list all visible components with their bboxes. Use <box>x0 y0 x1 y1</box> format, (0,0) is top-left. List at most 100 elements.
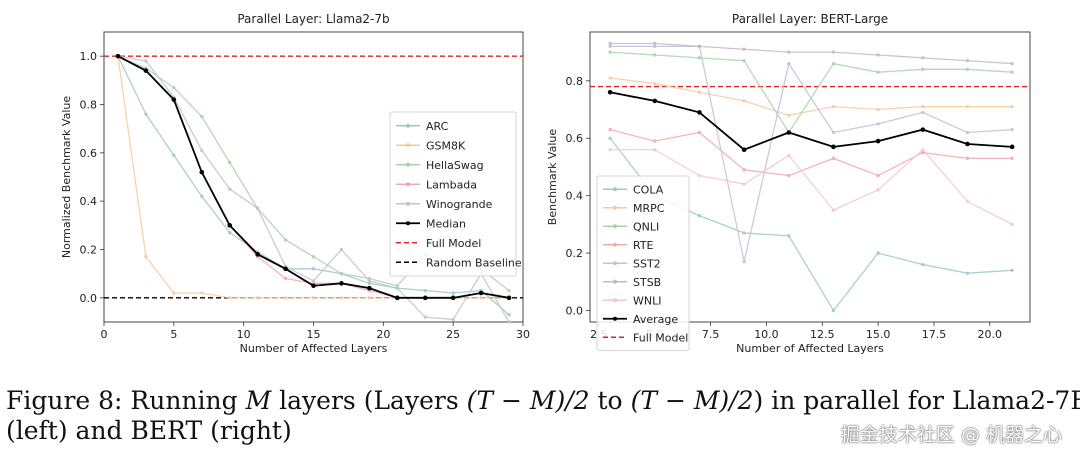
x-tick-label: 5 <box>170 328 177 341</box>
data-point-median <box>311 283 316 289</box>
data-point-wnli <box>831 208 836 212</box>
data-point-average <box>875 138 881 144</box>
legend-label-cola: COLA <box>633 183 664 196</box>
x-tick-label: 17.5 <box>922 328 947 341</box>
data-point-lambada <box>283 276 288 281</box>
data-point-rte <box>1010 156 1014 161</box>
legend-label-gsm8k: GSM8K <box>426 139 466 152</box>
data-point-mrpc <box>742 99 746 103</box>
data-point-mrpc <box>608 76 612 80</box>
legend-box <box>596 175 690 351</box>
data-point-rte <box>742 168 746 172</box>
y-axis-label: Benchmark Value <box>546 129 559 226</box>
y-tick-label: 0.0 <box>80 292 98 305</box>
data-point-hellaswag <box>311 255 316 259</box>
data-point-average <box>652 98 658 104</box>
series-line-rte <box>609 128 1013 177</box>
data-point-qnli <box>653 53 657 57</box>
data-point-winogrande <box>423 315 427 319</box>
x-tick-label: 15.0 <box>866 328 891 341</box>
data-point-cola <box>697 214 702 218</box>
data-point-gsm8k <box>172 291 176 295</box>
x-tick-label: 20 <box>376 328 390 341</box>
data-point-wnli <box>876 188 880 192</box>
data-point-qnli <box>697 56 702 60</box>
data-point-cola <box>876 251 880 255</box>
data-point-mrpc <box>787 113 791 117</box>
legend-marker-wnli <box>613 298 617 303</box>
legend-label-mrpc: MRPC <box>633 202 665 215</box>
data-point-hellaswag <box>339 271 344 276</box>
data-point-wnli <box>742 182 746 186</box>
data-point-arc <box>144 112 148 116</box>
data-point-median <box>450 295 456 301</box>
legend-label-lambada: Lambada <box>426 178 477 191</box>
legend-marker-hellaswag <box>406 162 410 167</box>
legend-marker-mrpc <box>613 205 617 210</box>
data-point-stsb <box>697 44 702 49</box>
x-tick-label: 0 <box>101 328 108 341</box>
data-point-arc <box>367 281 372 286</box>
data-point-gsm8k <box>255 296 260 300</box>
legend-marker-lambada <box>406 182 410 187</box>
y-tick-label: 0.0 <box>566 305 584 318</box>
data-point-stsb <box>965 59 970 63</box>
data-point-median <box>506 295 512 301</box>
data-point-mrpc <box>1010 104 1014 109</box>
data-point-gsm8k <box>339 296 344 300</box>
data-point-median <box>171 97 177 102</box>
legend-marker-arc <box>406 123 410 128</box>
data-point-mrpc <box>831 104 836 109</box>
legend-label-full-model: Full Model <box>633 331 688 344</box>
data-point-winogrande <box>311 279 316 283</box>
x-tick-label: 10 <box>237 328 251 341</box>
legend-marker-winogrande <box>406 201 410 206</box>
legend: COLA MRPC QNLI RTE SST2 STSB WNLI Average Full M… <box>596 175 690 351</box>
data-point-arc <box>172 153 176 157</box>
data-point-average <box>607 89 613 95</box>
legend-label-rte: RTE <box>633 239 654 252</box>
legend: ARC GSM8K HellaSwag Lambada Winogrande Median… <box>389 111 522 277</box>
legend-marker-stsb <box>613 279 617 284</box>
data-point-sst2 <box>831 130 836 135</box>
data-point-stsb <box>1010 61 1014 66</box>
data-point-hellaswag <box>395 284 399 288</box>
y-tick-label: 0.8 <box>566 75 584 88</box>
data-point-median <box>255 252 260 257</box>
data-point-stsb <box>742 47 746 51</box>
data-point-arc <box>423 288 427 293</box>
y-tick-label: 0.2 <box>566 247 584 260</box>
data-point-cola <box>742 231 746 235</box>
caption-expr2: (T − M)/2 <box>630 386 754 415</box>
data-point-cola <box>1010 268 1014 273</box>
data-point-winogrande <box>255 206 260 211</box>
caption-expr1: (T − M)/2 <box>466 386 590 415</box>
data-point-qnli <box>608 50 612 54</box>
data-point-cola <box>965 271 970 275</box>
data-point-hellaswag <box>200 114 204 119</box>
watermark-text: 掘金技术社区 @ 机器之心 <box>840 424 1062 446</box>
x-tick-label: 20.0 <box>978 328 1003 341</box>
data-point-gsm8k <box>283 296 288 300</box>
data-point-rte <box>831 156 836 161</box>
x-tick-label: 12.5 <box>810 328 835 341</box>
plot-frame <box>589 31 1031 323</box>
legend-marker-rte <box>613 242 617 247</box>
data-point-wnli <box>921 148 925 152</box>
x-axis-label: Number of Affected Layers <box>736 342 884 355</box>
data-point-sst2 <box>876 122 880 126</box>
data-point-rte <box>608 127 612 132</box>
chart-bert-large: Parallel Layer: BERT-Large2.55.07.510.01… <box>546 12 1031 355</box>
data-point-cola <box>921 262 925 267</box>
data-point-winogrande <box>507 320 511 324</box>
series-line-qnli <box>610 51 1013 134</box>
data-point-cola <box>787 234 791 238</box>
legend-label-qnli: QNLI <box>633 220 659 233</box>
data-point-rte <box>876 173 880 178</box>
x-tick-label: 10.0 <box>754 328 779 341</box>
legend-label-wnli: WNLI <box>633 294 661 307</box>
data-point-gsm8k <box>200 291 204 295</box>
caption-line-1: Figure 8: Running M layers (Layers (T − … <box>6 386 1080 416</box>
caption-lead: Figure 8: Running <box>6 386 246 415</box>
x-tick-label: 7.5 <box>702 328 720 341</box>
